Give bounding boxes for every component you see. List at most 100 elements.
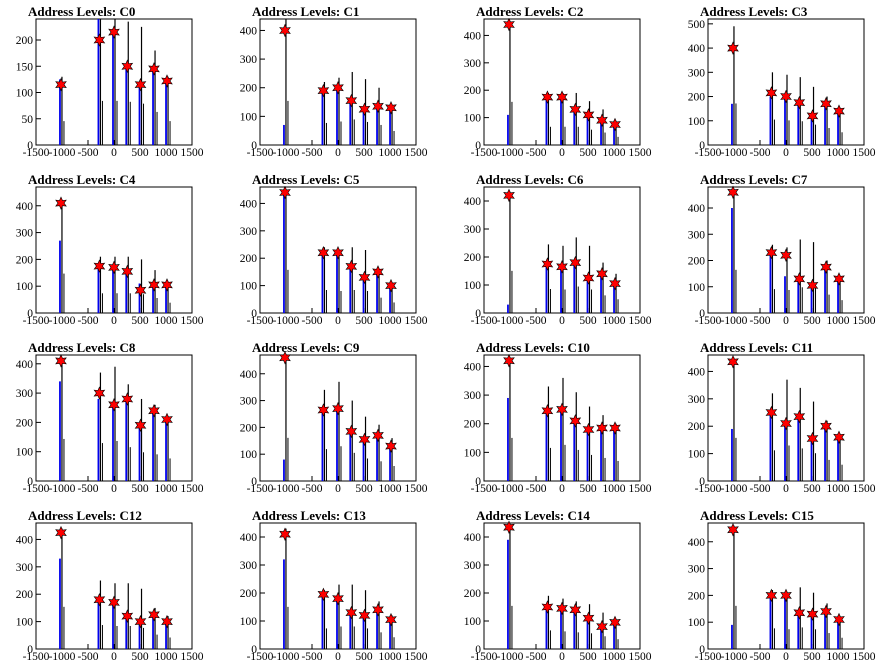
x-tick-label: 500	[579, 651, 597, 663]
x-tick-label: -1500	[471, 315, 498, 327]
x-tick-label: 0	[111, 483, 117, 495]
y-tick-label: 300	[688, 229, 706, 241]
red-star-marker	[317, 403, 330, 417]
x-tick-label: -1000	[49, 147, 76, 159]
y-tick-label: 400	[464, 196, 482, 208]
x-tick-label: 1500	[181, 483, 204, 495]
y-tick-label: 400	[16, 534, 34, 546]
red-star-marker	[385, 101, 397, 115]
x-tick-label: 1500	[181, 147, 204, 159]
red-star-marker	[332, 401, 344, 416]
x-tick-label: -1500	[247, 315, 274, 327]
red-star-marker	[503, 188, 515, 203]
x-tick-label: 0	[783, 483, 789, 495]
x-tick-label: 0	[783, 651, 789, 663]
red-star-marker	[793, 95, 806, 110]
red-star-marker	[569, 414, 582, 428]
panel-c9: Address Levels: C9 0 100 200 300 400 -1500 -100…	[240, 340, 428, 495]
panel-title: Address Levels: C13	[252, 508, 366, 523]
y-tick-label: 400	[464, 30, 482, 42]
x-tick-label: 1500	[853, 651, 876, 663]
panel-c12: Address Levels: C12 0 100 200 300 400 -1500 -10…	[16, 508, 204, 663]
y-tick-label: 100	[240, 449, 258, 461]
y-tick-label: 300	[16, 388, 34, 400]
x-tick-label: 0	[559, 651, 565, 663]
red-star-marker	[503, 520, 515, 534]
red-star-marker	[556, 402, 568, 417]
x-tick-label: -1000	[273, 651, 300, 663]
x-tick-label: 500	[355, 651, 373, 663]
x-tick-label: 500	[131, 315, 149, 327]
y-tick-label: 300	[688, 394, 706, 406]
x-tick-label: -500	[301, 147, 322, 159]
red-star-marker	[148, 278, 160, 292]
red-star-marker	[108, 260, 120, 275]
x-tick-label: -1500	[23, 483, 50, 495]
y-tick-label: 100	[16, 88, 34, 100]
y-tick-label: 200	[688, 421, 706, 433]
red-star-marker	[833, 104, 845, 118]
y-tick-label: 0	[27, 476, 33, 488]
x-tick-label: 1000	[827, 651, 850, 663]
red-star-marker	[332, 245, 344, 260]
y-tick-label: 0	[699, 644, 705, 656]
red-star-marker	[541, 90, 554, 104]
y-tick-label: 400	[16, 359, 34, 371]
x-tick-label: 0	[335, 651, 341, 663]
red-star-marker	[317, 245, 330, 260]
x-tick-label: 0	[783, 147, 789, 159]
x-tick-label: 1000	[603, 147, 626, 159]
x-tick-label: 0	[111, 147, 117, 159]
red-star-marker	[793, 606, 806, 620]
x-tick-label: 1500	[853, 483, 876, 495]
y-tick-label: 300	[16, 562, 34, 574]
y-tick-label: 300	[240, 560, 258, 572]
red-star-marker	[765, 588, 778, 603]
red-star-marker	[345, 605, 358, 620]
x-tick-label: 1000	[603, 315, 626, 327]
red-star-marker	[820, 604, 832, 619]
red-star-marker	[596, 619, 608, 634]
red-star-marker	[279, 527, 291, 541]
y-tick-label: 400	[688, 203, 706, 215]
y-tick-label: 300	[688, 67, 706, 79]
y-tick-label: 0	[475, 476, 481, 488]
y-tick-label: 400	[16, 201, 34, 213]
x-tick-label: -1500	[695, 483, 722, 495]
x-tick-label: -500	[77, 651, 98, 663]
red-star-marker	[806, 109, 819, 123]
red-star-marker	[596, 113, 608, 128]
x-tick-label: 0	[335, 483, 341, 495]
x-tick-label: 500	[579, 483, 597, 495]
red-star-marker	[108, 25, 120, 39]
red-star-marker	[108, 398, 120, 412]
x-tick-label: 1000	[155, 651, 178, 663]
x-tick-label: -500	[749, 315, 770, 327]
red-star-marker	[793, 409, 806, 424]
red-star-marker	[93, 33, 106, 47]
red-star-marker	[765, 86, 778, 100]
red-star-marker	[556, 90, 568, 104]
red-star-marker	[582, 271, 595, 285]
y-tick-label: 400	[240, 198, 258, 210]
x-tick-label: 500	[803, 483, 821, 495]
red-star-marker	[556, 260, 568, 274]
x-tick-label: -1000	[49, 483, 76, 495]
x-tick-label: -500	[77, 315, 98, 327]
y-tick-label: 100	[688, 116, 706, 128]
x-tick-label: -1500	[471, 483, 498, 495]
panel-title: Address Levels: C3	[700, 4, 808, 19]
panel-c14: Address Levels: C14 0 100 200 300 400 -1500 -10…	[464, 508, 652, 663]
red-star-marker	[55, 525, 67, 540]
red-star-marker	[372, 603, 384, 617]
y-tick-label: 0	[475, 644, 481, 656]
x-tick-label: -500	[77, 483, 98, 495]
red-star-marker	[780, 416, 792, 431]
panel-c3: Address Levels: C30100200300400500-1500-…	[688, 4, 876, 159]
y-tick-label: 100	[688, 449, 706, 461]
y-tick-label: 500	[688, 19, 706, 31]
panel-title: Address Levels: C6	[476, 172, 584, 187]
panel-c13: Address Levels: C13 0 100 200 300 400 -1500 -10…	[240, 508, 428, 663]
y-tick-label: 400	[688, 537, 706, 549]
y-tick-label: 0	[251, 644, 257, 656]
